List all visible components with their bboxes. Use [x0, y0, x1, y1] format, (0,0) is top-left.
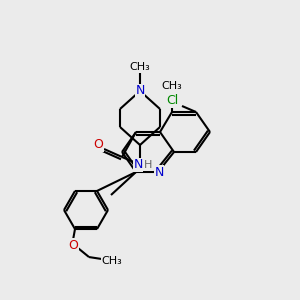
Text: N: N	[133, 158, 143, 172]
Text: H: H	[144, 160, 152, 170]
Text: CH₃: CH₃	[130, 62, 150, 72]
Text: N: N	[135, 85, 145, 98]
Text: CH₃: CH₃	[162, 81, 182, 91]
Text: Cl: Cl	[166, 94, 178, 107]
Text: O: O	[68, 238, 78, 252]
Text: O: O	[93, 139, 103, 152]
Text: N: N	[154, 166, 164, 178]
Text: CH₃: CH₃	[102, 256, 122, 266]
